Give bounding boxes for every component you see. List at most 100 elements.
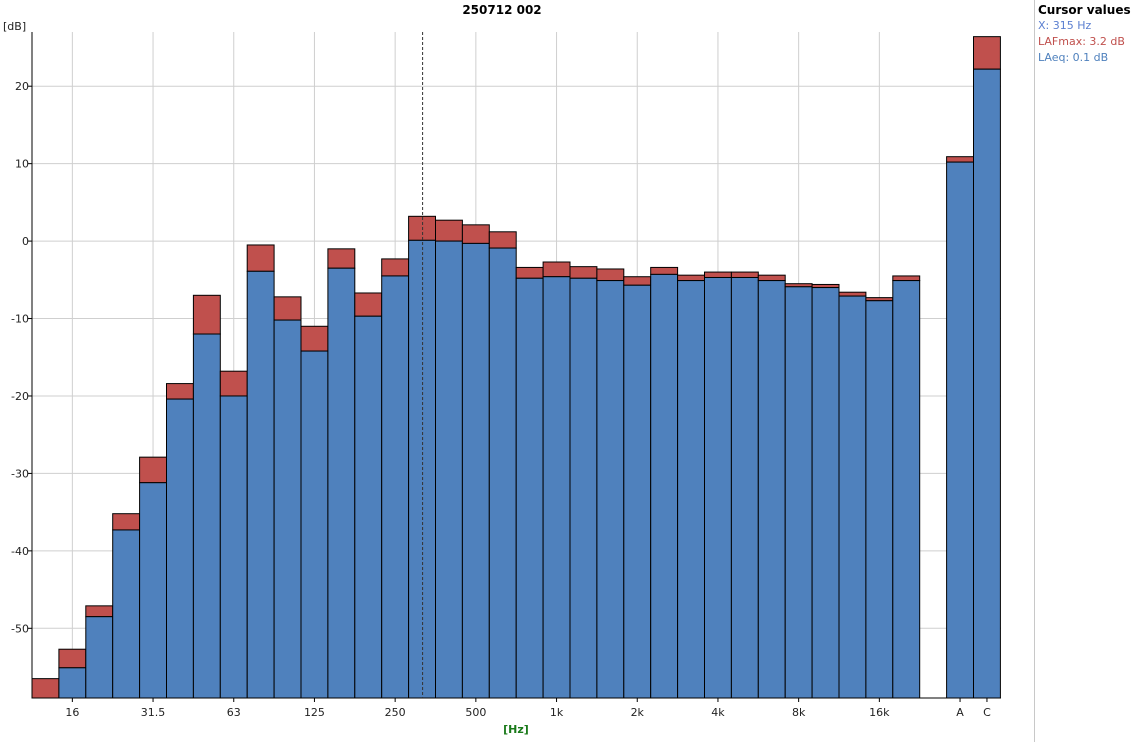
bar-laeq (192, 333, 221, 699)
bar-laeq (730, 276, 759, 699)
bar-laeq (166, 398, 194, 699)
y-tick-label: -20 (11, 390, 29, 403)
bar-laeq (461, 242, 490, 699)
cursor-values-title: Cursor values (1038, 3, 1131, 17)
x-tick-label: 500 (465, 706, 486, 719)
x-tick-label: 16 (65, 706, 79, 719)
bar-laeq (704, 276, 732, 699)
bar-laeq (811, 287, 840, 699)
cursor-x-value: X: 315 Hz (1038, 19, 1092, 32)
x-tick-label: 125 (304, 706, 325, 719)
x-tick-label: 63 (227, 706, 241, 719)
x-tick-label: 4k (711, 706, 725, 719)
bar-lafmax (596, 268, 625, 282)
bar-laeq (488, 247, 517, 699)
cursor-lafmax-value: LAFmax: 3.2 dB (1038, 35, 1125, 48)
bar-laeq (596, 280, 625, 699)
bar-lafmax (85, 605, 114, 618)
y-tick-label: -30 (11, 467, 29, 480)
bar-laeq (946, 161, 974, 699)
bar-lafmax (246, 244, 275, 272)
bar-laeq (85, 616, 114, 699)
cursor-laeq-value: LAeq: 0.1 dB (1038, 51, 1109, 64)
bar-laeq (569, 277, 598, 699)
bar-laeq (757, 280, 786, 699)
bar-laeq (273, 319, 302, 699)
y-tick-labels: -50 -40 -30 -20 -10 0 10 20 (11, 80, 32, 635)
y-tick-label: -40 (11, 545, 29, 558)
bar-lafmax (408, 215, 437, 241)
bar-lafmax (515, 266, 544, 279)
bar-lafmax (435, 219, 463, 242)
bar-lafmax (58, 648, 87, 669)
bar-laeq (219, 395, 248, 699)
bar-laeq (58, 667, 87, 699)
bars (31, 36, 1001, 699)
bar-lafmax (166, 383, 194, 400)
bar-lafmax (623, 276, 652, 286)
bar-laeq (381, 275, 410, 699)
y-tick-label: 20 (15, 80, 29, 93)
spectrum-chart[interactable]: 250712 002 [dB] [Hz] -50 -40 -30 -20 -10 0 10 2… (0, 0, 1030, 742)
bar-lafmax (892, 275, 921, 282)
x-tick-label: A (956, 706, 964, 719)
bar-lafmax (461, 224, 490, 244)
x-tick-label: C (983, 706, 991, 719)
bar-laeq (300, 350, 329, 699)
x-tick-label: 2k (631, 706, 645, 719)
x-tick-label: 1k (550, 706, 564, 719)
x-tick-label: 16k (869, 706, 890, 719)
bar-laeq (892, 280, 921, 699)
x-tick-label: 250 (385, 706, 406, 719)
bar-laeq (139, 482, 168, 699)
bar-lafmax (273, 296, 302, 321)
bar-lafmax (757, 274, 786, 282)
y-tick-label: -50 (11, 622, 29, 635)
bar-lafmax (838, 291, 867, 297)
y-tick-label: 0 (22, 235, 29, 248)
bar-lafmax (31, 678, 60, 699)
y-tick-label: -10 (11, 313, 29, 326)
bar-lafmax (192, 294, 221, 335)
bar-laeq (112, 529, 141, 699)
bar-lafmax (381, 258, 410, 277)
bar-laeq (623, 284, 652, 699)
bar-lafmax (973, 36, 1001, 70)
x-tick-label: 8k (792, 706, 806, 719)
bar-lafmax (112, 513, 141, 531)
bar-laeq (650, 273, 679, 699)
bar-lafmax (300, 325, 329, 352)
bar-laeq (246, 270, 275, 699)
bar-laeq (327, 267, 356, 699)
bar-laeq (435, 240, 463, 699)
bar-lafmax (219, 370, 248, 397)
bar-laeq (408, 239, 437, 699)
bar-laeq (677, 280, 705, 699)
bar-laeq (354, 315, 383, 699)
axes (31, 32, 1001, 699)
x-axis-unit: [Hz] (503, 723, 529, 736)
bar-lafmax (542, 261, 571, 278)
bar-laeq (542, 276, 571, 699)
bar-laeq (973, 68, 1001, 699)
y-tick-label: 10 (15, 158, 29, 171)
bar-laeq (515, 277, 544, 699)
bar-lafmax (569, 266, 598, 279)
y-axis-unit: [dB] (3, 20, 26, 33)
chart-title: 250712 002 (462, 3, 541, 17)
bar-lafmax (650, 266, 679, 275)
bar-lafmax (327, 248, 356, 269)
cursor-values-panel: Cursor values X: 315 Hz LAFmax: 3.2 dB L… (1034, 0, 1133, 742)
bar-laeq (838, 295, 867, 699)
x-tick-labels: 16 31.5 63 125 250 500 1k 2k 4k 8k 16k A C (65, 698, 991, 719)
bar-lafmax (704, 271, 732, 278)
bar-lafmax (946, 156, 974, 163)
bar-lafmax (677, 274, 705, 282)
x-tick-label: 31.5 (141, 706, 166, 719)
bar-lafmax (139, 456, 168, 484)
bar-laeq (865, 300, 894, 699)
bar-lafmax (488, 231, 517, 249)
bar-lafmax (730, 271, 759, 278)
bar-laeq (784, 286, 813, 699)
bar-lafmax (354, 292, 383, 317)
